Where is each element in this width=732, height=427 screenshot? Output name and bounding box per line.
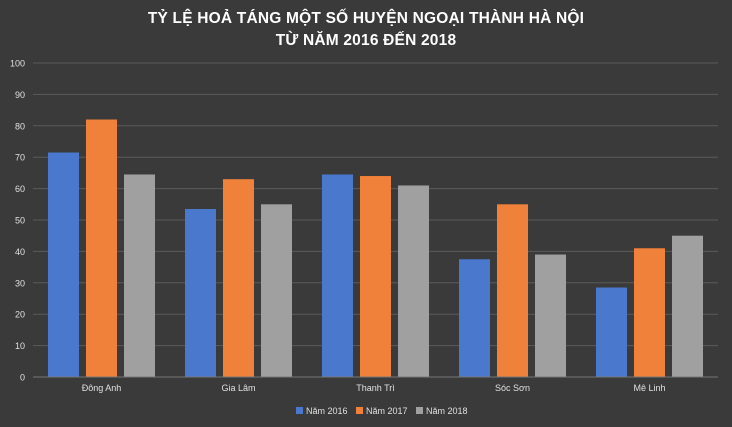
legend-label: Năm 2018 bbox=[426, 406, 468, 416]
y-tick-label: 100 bbox=[10, 59, 25, 69]
bar bbox=[398, 185, 429, 377]
bar bbox=[672, 235, 703, 377]
bar bbox=[634, 248, 665, 377]
chart-title-line-1: TỶ LỆ HOẢ TÁNG MỘT SỐ HUYỆN NGOẠI THÀNH … bbox=[147, 10, 585, 27]
y-tick-label: 10 bbox=[15, 341, 25, 351]
legend-swatch bbox=[296, 407, 303, 414]
y-tick-label: 0 bbox=[20, 373, 25, 383]
bar bbox=[86, 119, 117, 378]
bar bbox=[185, 209, 216, 377]
bar bbox=[48, 152, 79, 377]
bar bbox=[497, 204, 528, 377]
bar bbox=[223, 179, 254, 377]
x-tick-label: Thanh Trì bbox=[356, 383, 395, 393]
bar bbox=[322, 174, 353, 377]
y-tick-label: 60 bbox=[15, 184, 25, 194]
x-tick-label: Mê Linh bbox=[633, 383, 665, 393]
chart-title-line-2: TỪ NĂM 2016 ĐẾN 2018 bbox=[275, 32, 457, 49]
bar bbox=[596, 287, 627, 377]
y-tick-label: 30 bbox=[15, 278, 25, 288]
y-tick-label: 40 bbox=[15, 247, 25, 257]
y-tick-label: 20 bbox=[15, 310, 25, 320]
bar bbox=[459, 259, 490, 377]
x-tick-label: Gia Lâm bbox=[221, 383, 255, 393]
x-tick-label: Sóc Sơn bbox=[495, 383, 530, 393]
legend-label: Năm 2017 bbox=[366, 406, 408, 416]
y-tick-label: 50 bbox=[15, 216, 25, 226]
y-tick-label: 70 bbox=[15, 153, 25, 163]
legend-swatch bbox=[416, 407, 423, 414]
legend-swatch bbox=[356, 407, 363, 414]
bar bbox=[124, 174, 155, 377]
x-tick-label: Đông Anh bbox=[82, 383, 122, 393]
y-tick-label: 90 bbox=[15, 90, 25, 100]
bar bbox=[360, 176, 391, 377]
bar bbox=[261, 204, 292, 377]
y-tick-label: 80 bbox=[15, 121, 25, 131]
legend-label: Năm 2016 bbox=[306, 406, 348, 416]
bar bbox=[535, 254, 566, 377]
